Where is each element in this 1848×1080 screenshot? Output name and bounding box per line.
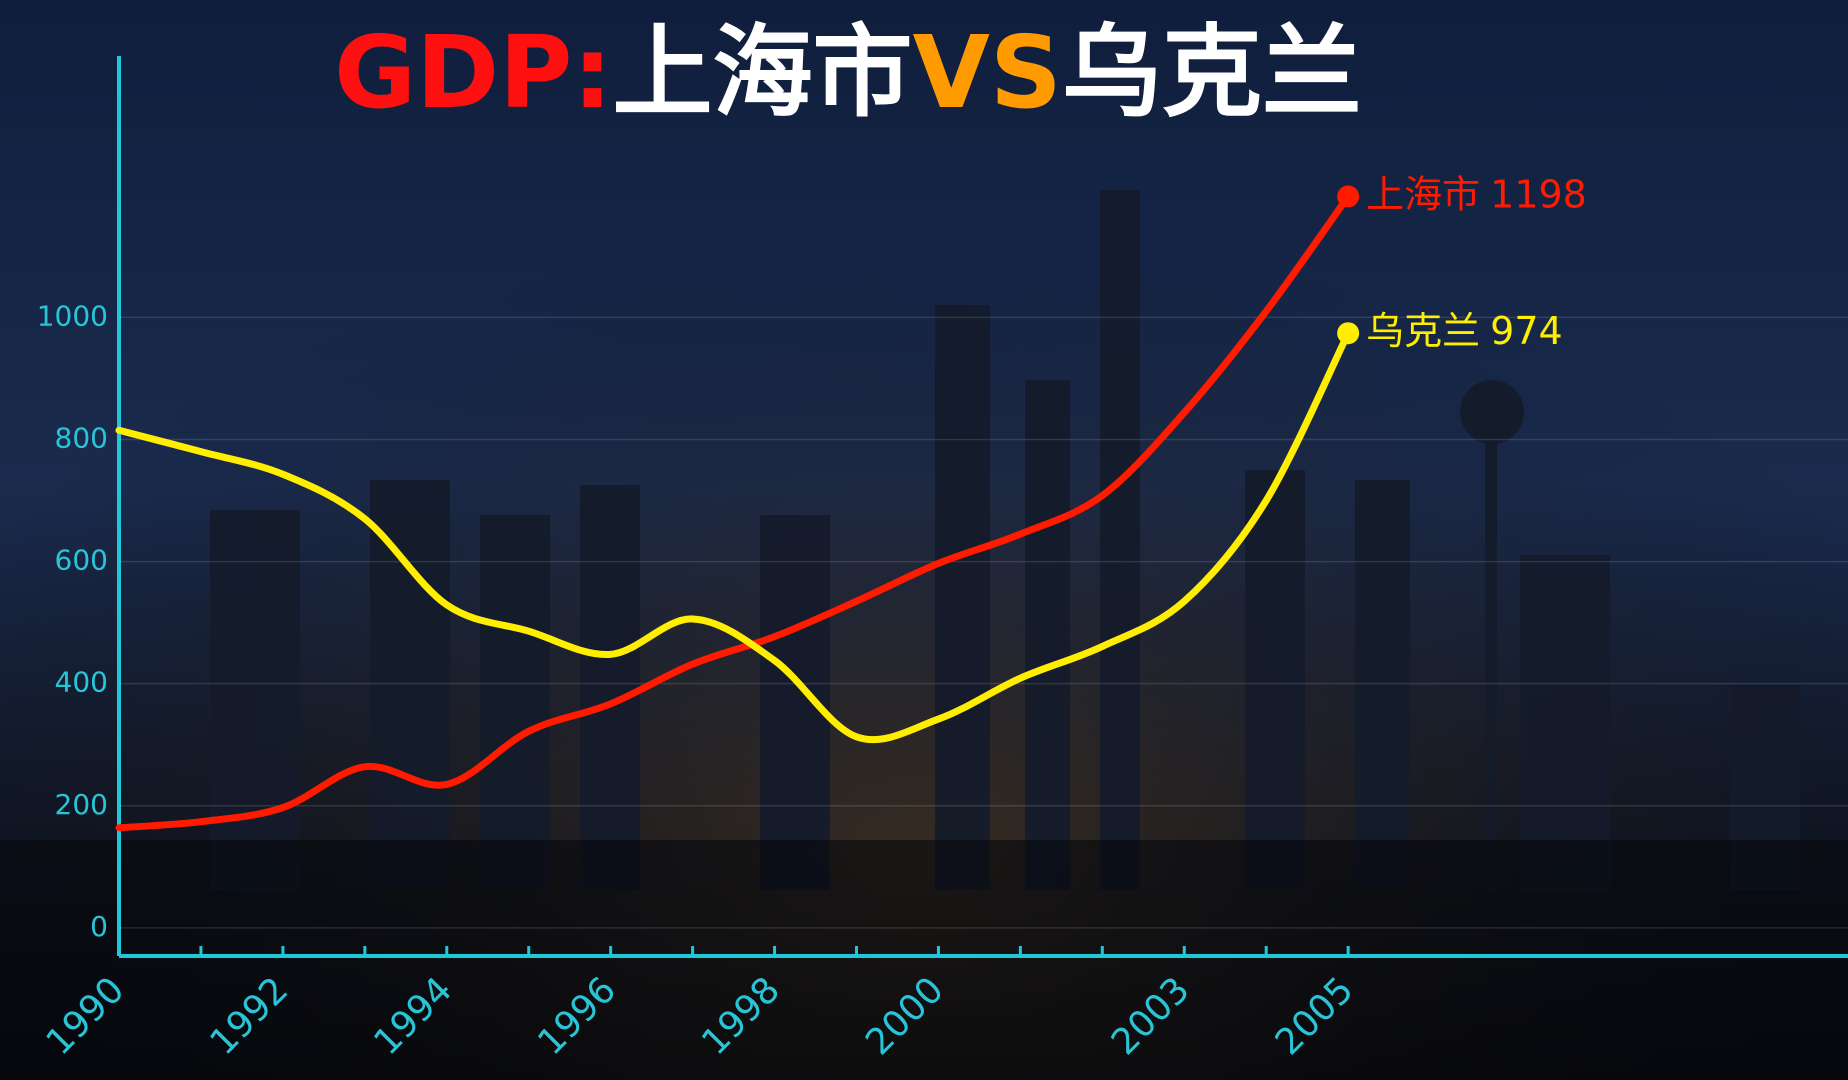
y-tick-label: 600 bbox=[55, 544, 108, 577]
chart-title: GDP:上海市VS乌克兰 bbox=[334, 14, 1362, 131]
y-tick-label: 200 bbox=[55, 788, 108, 821]
end-point bbox=[1337, 185, 1360, 208]
y-tick-label: 400 bbox=[55, 666, 108, 699]
y-tick-label: 1000 bbox=[37, 299, 108, 332]
series-line bbox=[115, 329, 1352, 744]
legend-name: 上海市 bbox=[1366, 172, 1480, 216]
title-part: 乌克兰 bbox=[1062, 14, 1362, 131]
title-part: 上海市 bbox=[612, 14, 912, 131]
value-label: 1198 bbox=[1490, 172, 1587, 216]
end-label: 上海市 1198 bbox=[1366, 172, 1587, 216]
legend-name: 乌克兰 bbox=[1366, 309, 1480, 353]
y-tick-label: 800 bbox=[55, 421, 108, 454]
end-point bbox=[1337, 322, 1360, 345]
end-label: 乌克兰 974 bbox=[1366, 309, 1563, 353]
value-label: 974 bbox=[1490, 309, 1563, 353]
y-tick-label: 0 bbox=[90, 910, 108, 943]
title-part: GDP: bbox=[334, 14, 612, 131]
title-part: VS bbox=[912, 14, 1061, 131]
